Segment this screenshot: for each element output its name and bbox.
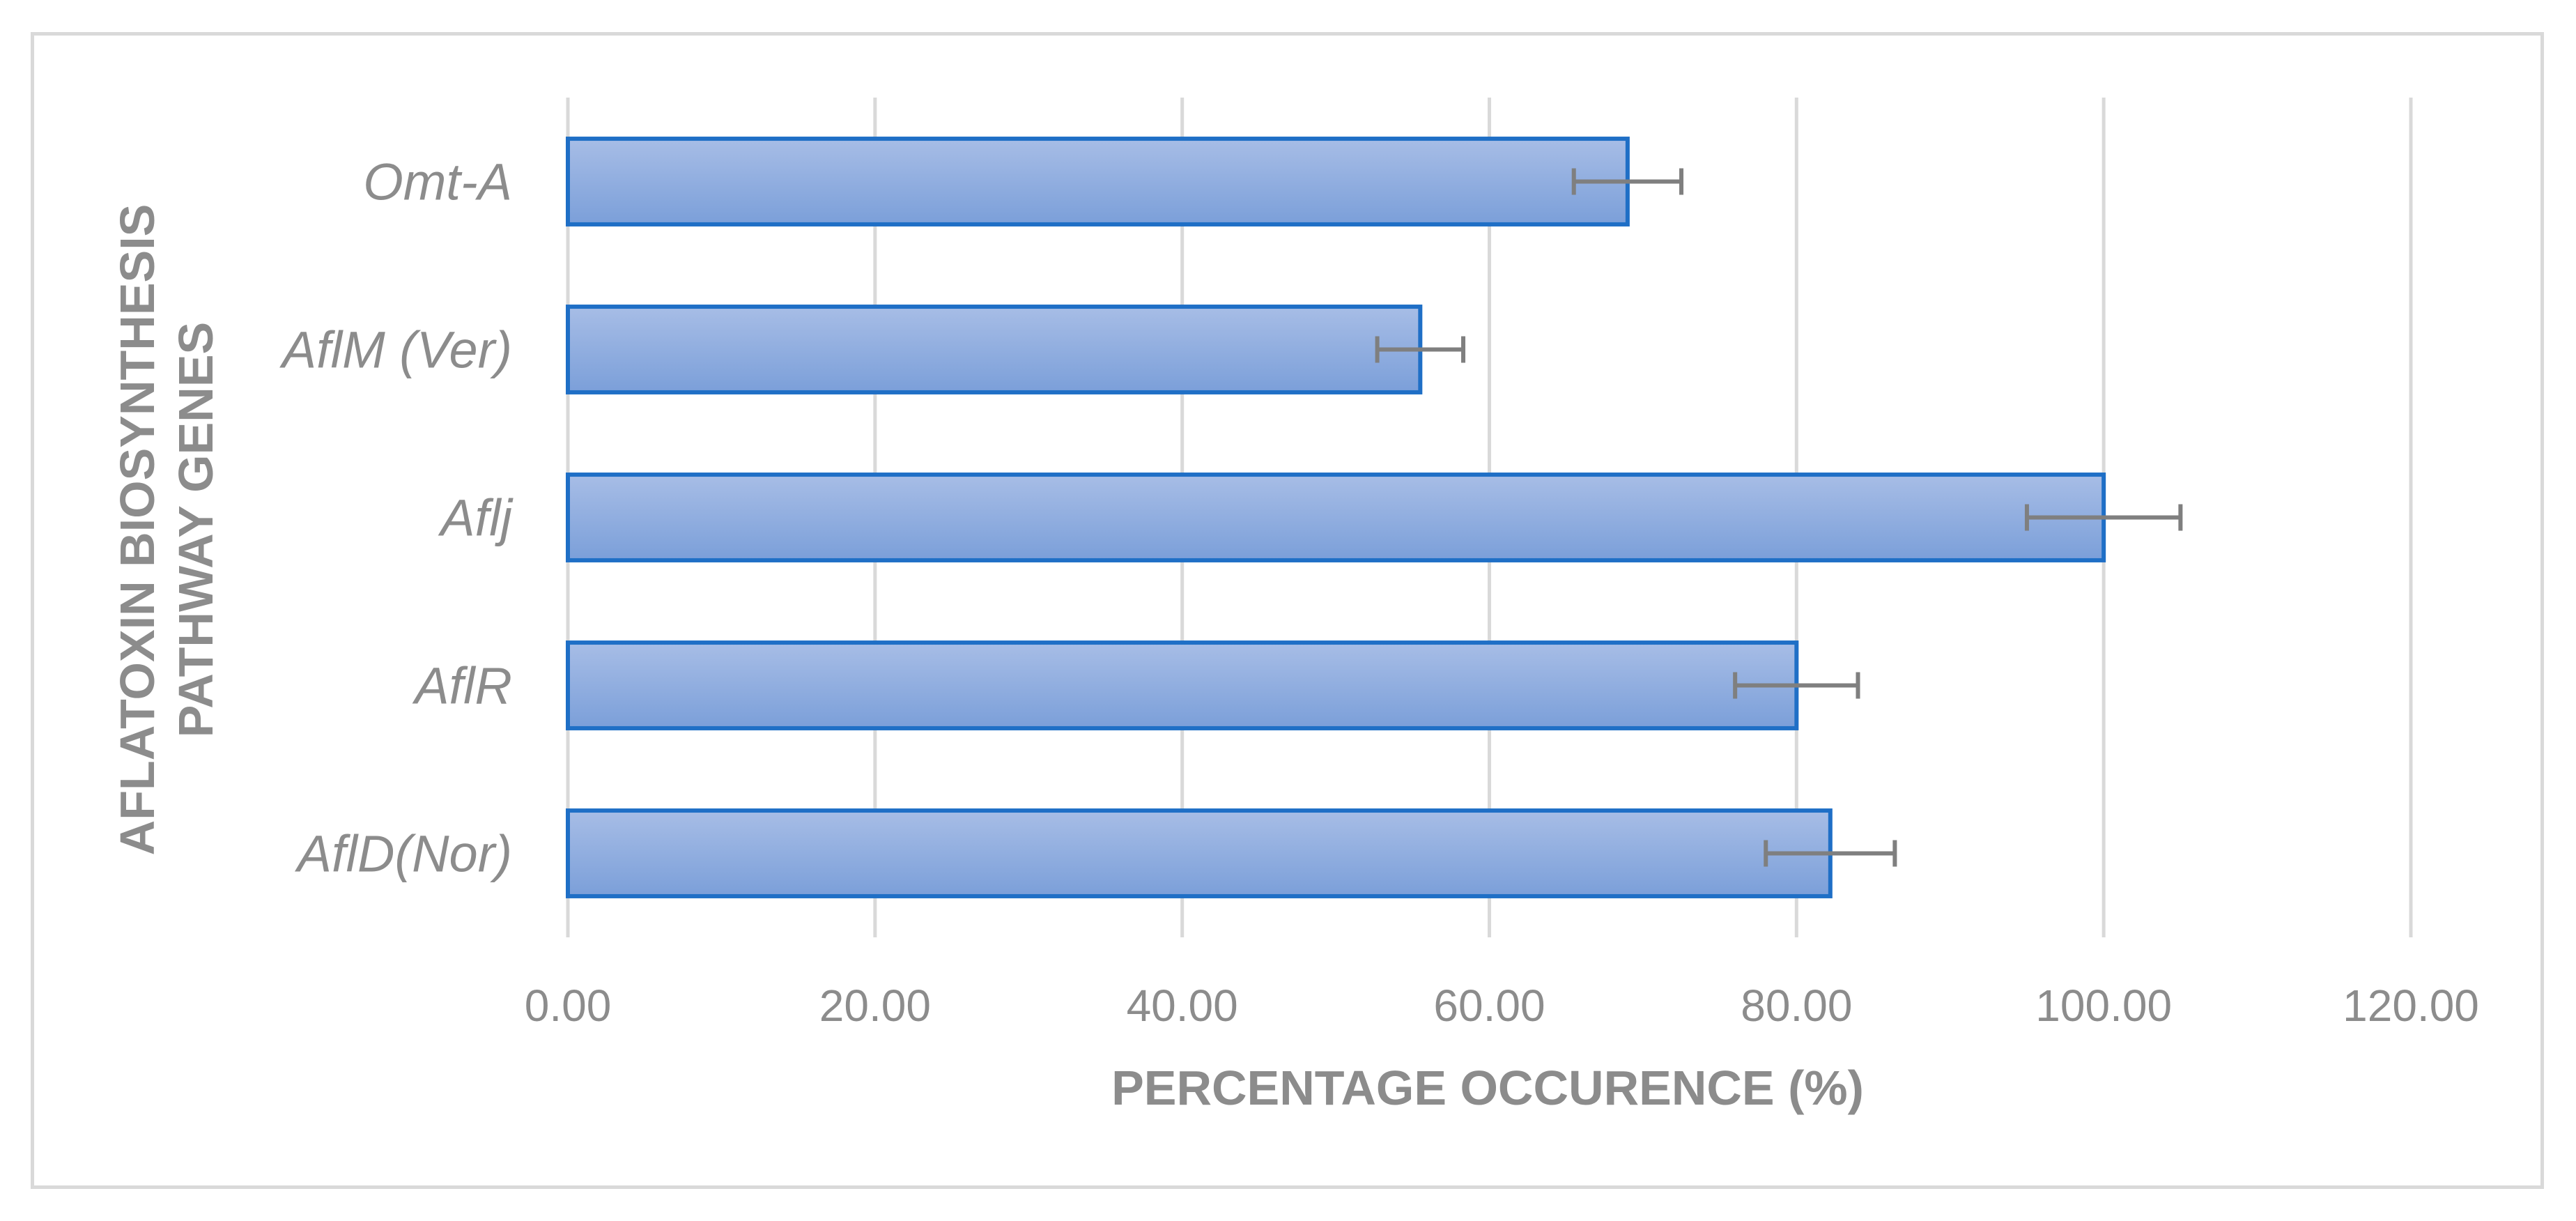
x-tick-label: 0.00 [525,981,612,1031]
error-bar [1375,336,1466,363]
bars [566,137,2106,898]
bar [566,305,1423,394]
category-label: AflM (Ver) [279,321,512,379]
bar [566,808,1833,898]
category-labels: Omt-A AflM (Ver) Aflj AflR AflD(Nor) [279,153,514,883]
error-bar [2024,504,2183,531]
bar [566,473,2106,562]
bar [566,137,1630,226]
x-tick-label: 40.00 [1127,981,1238,1031]
error-bar [1571,168,1684,195]
x-tick-label: 100.00 [2035,981,2172,1031]
category-label: AflD(Nor) [295,825,512,883]
x-tick-label: 60.00 [1433,981,1545,1031]
x-tick-labels: 0.00 20.00 40.00 60.00 80.00 100.00 120.00 [525,981,2479,1031]
bar [566,640,1799,730]
x-tick-label: 20.00 [819,981,931,1031]
category-label: Aflj [438,489,514,547]
y-axis-title: AFLATOXIN BIOSYNTHESIS PATHWAY GENES [110,204,223,856]
error-bars [1375,168,2183,867]
x-tick-label: 120.00 [2343,981,2479,1031]
x-tick-label: 80.00 [1741,981,1852,1031]
y-axis-title-line-2: PATHWAY GENES [169,322,223,737]
category-label: Omt-A [363,153,512,211]
error-bar [1733,672,1860,699]
y-axis-title-line-1: AFLATOXIN BIOSYNTHESIS [110,204,164,856]
error-bar [1764,840,1897,867]
x-axis-title: PERCENTAGE OCCURENCE (%) [1111,1061,1864,1115]
category-label: AflR [412,657,512,715]
